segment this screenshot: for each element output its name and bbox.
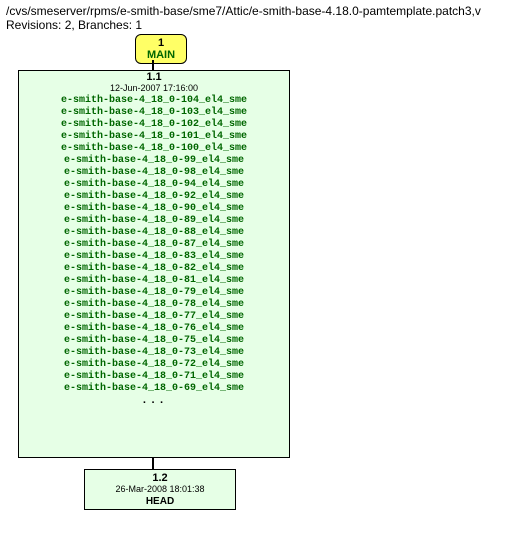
head-label: HEAD — [91, 496, 229, 507]
revision-tag: e-smith-base-4_18_0-99_el4_sme — [19, 155, 289, 167]
revision-tag: e-smith-base-4_18_0-69_el4_sme — [19, 383, 289, 395]
revision-tag: e-smith-base-4_18_0-72_el4_sme — [19, 359, 289, 371]
revision-date: 26-Mar-2008 18:01:38 — [91, 484, 229, 494]
branch-number: 1 — [144, 37, 178, 49]
connector-line — [152, 457, 154, 469]
revision-node-1.1[interactable]: 1.1 12-Jun-2007 17:16:00 e-smith-base-4_… — [18, 70, 290, 458]
revision-tag: e-smith-base-4_18_0-81_el4_sme — [19, 275, 289, 287]
revision-tag: e-smith-base-4_18_0-73_el4_sme — [19, 347, 289, 359]
revision-tag: e-smith-base-4_18_0-79_el4_sme — [19, 287, 289, 299]
revision-tag: e-smith-base-4_18_0-94_el4_sme — [19, 179, 289, 191]
tags-ellipsis: ... — [19, 395, 289, 407]
header: /cvs/smeserver/rpms/e-smith-base/sme7/At… — [0, 0, 524, 34]
revision-tag: e-smith-base-4_18_0-100_el4_sme — [19, 143, 289, 155]
revision-tag: e-smith-base-4_18_0-75_el4_sme — [19, 335, 289, 347]
revision-version: 1.2 — [91, 472, 229, 484]
revision-version: 1.1 — [19, 71, 289, 83]
revision-node-1.2[interactable]: 1.2 26-Mar-2008 18:01:38 HEAD — [84, 469, 236, 510]
revision-tag: e-smith-base-4_18_0-98_el4_sme — [19, 167, 289, 179]
revision-tag: e-smith-base-4_18_0-90_el4_sme — [19, 203, 289, 215]
connector-line — [152, 60, 154, 70]
revision-tag: e-smith-base-4_18_0-88_el4_sme — [19, 227, 289, 239]
graph-canvas: 1 MAIN 1.1 12-Jun-2007 17:16:00 e-smith-… — [0, 34, 524, 539]
revision-tag: e-smith-base-4_18_0-78_el4_sme — [19, 299, 289, 311]
revision-tag: e-smith-base-4_18_0-77_el4_sme — [19, 311, 289, 323]
revision-tag: e-smith-base-4_18_0-71_el4_sme — [19, 371, 289, 383]
revision-tag: e-smith-base-4_18_0-87_el4_sme — [19, 239, 289, 251]
revision-date: 12-Jun-2007 17:16:00 — [19, 83, 289, 93]
revision-tag: e-smith-base-4_18_0-82_el4_sme — [19, 263, 289, 275]
revision-tag: e-smith-base-4_18_0-102_el4_sme — [19, 119, 289, 131]
revision-tag: e-smith-base-4_18_0-101_el4_sme — [19, 131, 289, 143]
revisions-meta: Revisions: 2, Branches: 1 — [6, 18, 518, 32]
revision-tag: e-smith-base-4_18_0-92_el4_sme — [19, 191, 289, 203]
revision-tags: e-smith-base-4_18_0-104_el4_smee-smith-b… — [19, 95, 289, 395]
revision-tag: e-smith-base-4_18_0-104_el4_sme — [19, 95, 289, 107]
revision-tag: e-smith-base-4_18_0-83_el4_sme — [19, 251, 289, 263]
revision-tag: e-smith-base-4_18_0-89_el4_sme — [19, 215, 289, 227]
revision-tag: e-smith-base-4_18_0-103_el4_sme — [19, 107, 289, 119]
branch-name: MAIN — [144, 49, 178, 61]
branch-label-main[interactable]: 1 MAIN — [135, 34, 187, 64]
file-path: /cvs/smeserver/rpms/e-smith-base/sme7/At… — [6, 4, 518, 18]
revision-tag: e-smith-base-4_18_0-76_el4_sme — [19, 323, 289, 335]
